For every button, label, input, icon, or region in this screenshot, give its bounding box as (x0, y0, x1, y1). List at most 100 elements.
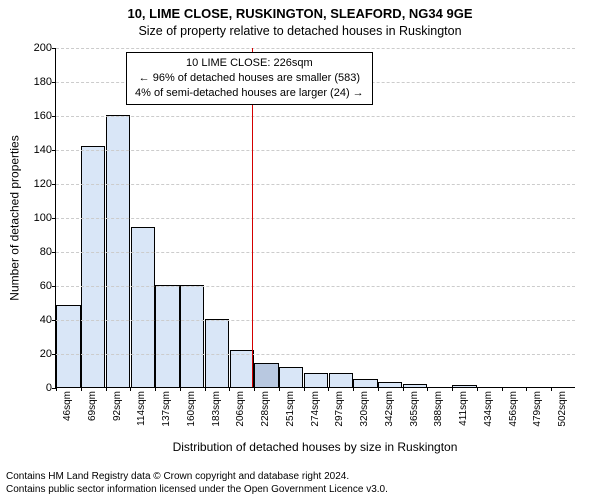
histogram-bar (254, 363, 278, 387)
x-tick-mark (279, 387, 280, 391)
x-tick-label: 365sqm (409, 391, 420, 427)
y-tick-label: 200 (34, 42, 52, 54)
x-tick-mark (502, 387, 503, 391)
histogram-bar (403, 384, 427, 387)
x-tick-mark (328, 387, 329, 391)
x-tick-label: 502sqm (557, 391, 568, 427)
y-tick-mark (52, 252, 56, 253)
y-tick-label: 0 (46, 382, 52, 394)
y-tick-mark (52, 354, 56, 355)
x-tick-mark (130, 387, 131, 391)
x-tick-mark (378, 387, 379, 391)
gridline (56, 184, 575, 185)
y-tick-label: 20 (40, 348, 52, 360)
y-tick-mark (52, 116, 56, 117)
callout-line: 4% of semi-detached houses are larger (2… (135, 86, 364, 101)
y-tick-label: 120 (34, 178, 52, 190)
x-tick-mark (155, 387, 156, 391)
histogram-bar (180, 285, 204, 387)
histogram-bar (230, 350, 254, 387)
callout-line: 10 LIME CLOSE: 226sqm (135, 56, 364, 71)
histogram-bar (304, 373, 328, 387)
gridline (56, 286, 575, 287)
x-tick-label: 297sqm (334, 391, 345, 427)
footer-line-1: Contains HM Land Registry data © Crown c… (6, 470, 388, 483)
histogram-bar (452, 385, 476, 387)
x-tick-label: 251sqm (285, 391, 296, 427)
x-tick-mark (551, 387, 552, 391)
gridline (56, 48, 575, 49)
y-tick-mark (52, 320, 56, 321)
y-tick-label: 60 (40, 280, 52, 292)
gridline (56, 252, 575, 253)
chart-main-title: 10, LIME CLOSE, RUSKINGTON, SLEAFORD, NG… (0, 6, 600, 21)
plot-area: 02040608010012014016018020046sqm69sqm92s… (55, 48, 575, 388)
y-tick-mark (52, 184, 56, 185)
y-tick-mark (52, 286, 56, 287)
x-tick-mark (403, 387, 404, 391)
x-tick-label: 206sqm (235, 391, 246, 427)
x-tick-mark (81, 387, 82, 391)
callout-box: 10 LIME CLOSE: 226sqm← 96% of detached h… (126, 52, 373, 105)
x-tick-label: 46sqm (62, 391, 73, 421)
chart-subtitle: Size of property relative to detached ho… (0, 24, 600, 38)
x-tick-mark (353, 387, 354, 391)
x-tick-label: 160sqm (186, 391, 197, 427)
histogram-bar (378, 382, 402, 387)
y-tick-label: 40 (40, 314, 52, 326)
callout-line: ← 96% of detached houses are smaller (58… (135, 71, 364, 86)
y-tick-mark (52, 150, 56, 151)
x-tick-label: 479sqm (532, 391, 543, 427)
x-tick-label: 92sqm (112, 391, 123, 421)
y-tick-label: 80 (40, 246, 52, 258)
x-tick-label: 137sqm (161, 391, 172, 427)
histogram-bar (353, 379, 377, 388)
y-tick-label: 180 (34, 76, 52, 88)
histogram-bar (279, 367, 303, 387)
x-tick-mark (56, 387, 57, 391)
y-tick-label: 100 (34, 212, 52, 224)
gridline (56, 218, 575, 219)
y-tick-label: 140 (34, 144, 52, 156)
gridline (56, 150, 575, 151)
x-tick-label: 228sqm (260, 391, 271, 427)
x-tick-label: 456sqm (508, 391, 519, 427)
x-tick-mark (106, 387, 107, 391)
x-tick-label: 342sqm (384, 391, 395, 427)
x-tick-mark (180, 387, 181, 391)
gridline (56, 354, 575, 355)
y-axis-label-container: Number of detached properties (8, 48, 22, 388)
gridline (56, 116, 575, 117)
footer: Contains HM Land Registry data © Crown c… (6, 470, 388, 496)
x-tick-mark (452, 387, 453, 391)
x-tick-label: 274sqm (310, 391, 321, 427)
x-tick-label: 114sqm (136, 391, 147, 426)
x-tick-mark (205, 387, 206, 391)
y-tick-mark (52, 48, 56, 49)
x-axis-label: Distribution of detached houses by size … (55, 440, 575, 454)
x-tick-label: 388sqm (433, 391, 444, 427)
x-tick-label: 320sqm (359, 391, 370, 427)
histogram-bar (81, 146, 105, 387)
histogram-bar (155, 285, 179, 387)
y-tick-mark (52, 218, 56, 219)
x-tick-mark (477, 387, 478, 391)
histogram-bar (56, 305, 80, 387)
y-tick-mark (52, 82, 56, 83)
y-tick-label: 160 (34, 110, 52, 122)
x-tick-label: 69sqm (87, 391, 98, 421)
x-tick-label: 434sqm (483, 391, 494, 427)
histogram-bar (205, 319, 229, 387)
histogram-bar (106, 115, 130, 387)
y-axis-label: Number of detached properties (8, 135, 22, 300)
footer-line-2: Contains public sector information licen… (6, 483, 388, 496)
x-tick-mark (254, 387, 255, 391)
histogram-bar (329, 373, 353, 387)
x-tick-mark (304, 387, 305, 391)
x-tick-mark (229, 387, 230, 391)
x-tick-mark (427, 387, 428, 391)
x-tick-mark (526, 387, 527, 391)
gridline (56, 320, 575, 321)
x-tick-label: 183sqm (211, 391, 222, 427)
x-tick-label: 411sqm (458, 391, 469, 426)
